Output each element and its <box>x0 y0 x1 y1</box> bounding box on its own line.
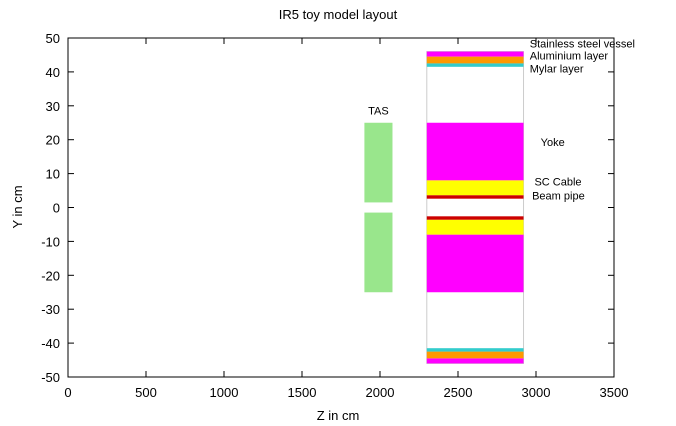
x-tick-label: 2500 <box>444 385 473 400</box>
component-sc-cable <box>426 219 524 235</box>
component-sc-cable <box>426 180 524 196</box>
x-tick-label: 3000 <box>522 385 551 400</box>
x-tick-label: 2000 <box>366 385 395 400</box>
x-tick-label: 1000 <box>210 385 239 400</box>
y-tick-label: 40 <box>46 65 60 80</box>
component-stainless-steel-vessel <box>426 51 524 57</box>
annotation-stainless-steel-vessel: Stainless steel vessel <box>530 38 635 50</box>
annotation-mylar-layer: Mylar layer <box>530 64 584 76</box>
y-axis-label: Y in cm <box>10 185 25 228</box>
component-beam-pipe <box>426 216 524 220</box>
component-tas <box>364 212 393 293</box>
component-yoke <box>426 122 524 181</box>
annotation-sc-cable: SC Cable <box>534 176 581 188</box>
component-tas <box>364 122 393 203</box>
component-aluminium-layer <box>426 351 524 359</box>
component-yoke <box>426 234 524 293</box>
annotation-tas: TAS <box>368 105 389 117</box>
y-tick-label: -30 <box>41 302 60 317</box>
component-stainless-steel-vessel <box>426 358 524 364</box>
x-tick-label: 0 <box>64 385 71 400</box>
y-tick-label: 30 <box>46 99 60 114</box>
x-tick-label: 3500 <box>600 385 629 400</box>
y-tick-label: -40 <box>41 336 60 351</box>
component-mylar-layer <box>426 348 524 352</box>
component-beam-pipe <box>426 195 524 199</box>
annotation-beam-pipe: Beam pipe <box>532 191 585 203</box>
x-axis-label: Z in cm <box>317 408 360 423</box>
plot-frame <box>67 37 615 378</box>
component-mylar-layer <box>426 63 524 67</box>
y-tick-label: 0 <box>53 201 60 216</box>
y-tick-label: 50 <box>46 31 60 46</box>
y-tick-label: -20 <box>41 268 60 283</box>
y-tick-label: 20 <box>46 133 60 148</box>
x-tick-label: 500 <box>135 385 157 400</box>
y-tick-label: -10 <box>41 234 60 249</box>
y-tick-label: -50 <box>41 370 60 385</box>
chart-title: IR5 toy model layout <box>279 7 398 22</box>
plot-area <box>364 51 525 364</box>
y-tick-label: 10 <box>46 167 60 182</box>
annotation-yoke: Yoke <box>541 137 565 149</box>
axes: 0 500 1000 1500 2000 2500 3000 3500-50-40-30-20… <box>41 31 628 400</box>
component-aluminium-layer <box>426 56 524 64</box>
annotation-aluminium-layer: Aluminium layer <box>530 51 609 63</box>
detector-outline <box>426 51 525 364</box>
x-tick-label: 1500 <box>288 385 317 400</box>
